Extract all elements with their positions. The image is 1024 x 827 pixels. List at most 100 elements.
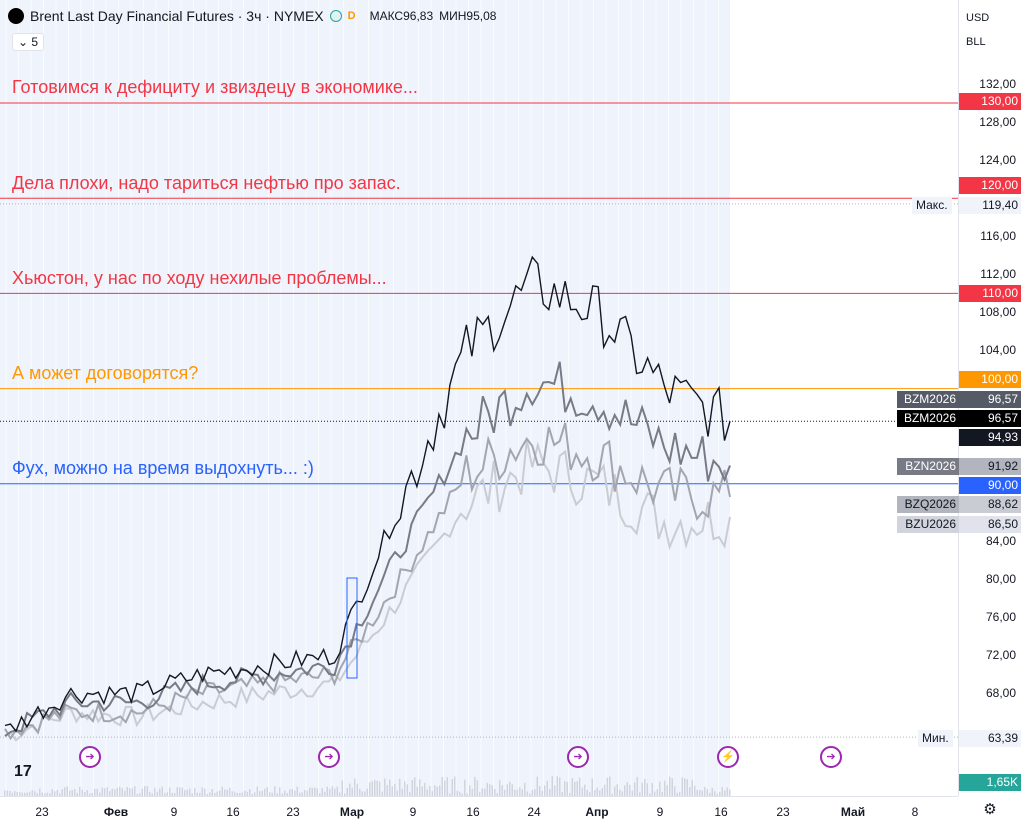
- volume-bar: [86, 790, 88, 796]
- volume-bar: [721, 787, 723, 796]
- volume-bar: [239, 793, 241, 796]
- price-tick: 104,00: [979, 343, 1016, 357]
- volume-bar: [566, 781, 568, 796]
- volume-bar: [276, 793, 278, 796]
- volume-bar: [609, 776, 611, 796]
- volume-bar: [134, 786, 136, 796]
- series-tag-bzn-name: BZN2026: [897, 458, 959, 475]
- volume-bar: [319, 793, 321, 796]
- volume-bar: [466, 793, 468, 796]
- market-status-icon[interactable]: [329, 10, 342, 22]
- volume-bar: [9, 790, 11, 796]
- volume-bar: [74, 788, 76, 796]
- volume-bar: [121, 788, 123, 796]
- volume-bar: [669, 776, 671, 796]
- volume-bar: [351, 787, 353, 796]
- volume-bar: [436, 786, 438, 796]
- volume-bar: [681, 777, 683, 796]
- volume-bar: [664, 780, 666, 796]
- min-price-tag: 63,39: [959, 730, 1021, 747]
- volume-bar: [559, 777, 561, 796]
- volume-bar: [434, 785, 436, 796]
- level-price-tag-120[interactable]: 120,00: [959, 177, 1021, 194]
- volume-bar: [296, 786, 298, 796]
- volume-bar: [174, 793, 176, 796]
- volume-bar: [519, 787, 521, 796]
- volume-bar: [426, 789, 428, 796]
- volume-bar: [461, 793, 463, 796]
- volume-bar: [209, 792, 211, 796]
- level-price-tag-110[interactable]: 110,00: [959, 285, 1021, 302]
- volume-bar: [379, 781, 381, 796]
- volume-bar: [431, 790, 433, 796]
- volume-bar: [601, 788, 603, 796]
- level-label-120[interactable]: Дела плохи, надо тариться нефтью про зап…: [12, 173, 401, 193]
- volume-bar: [106, 787, 108, 796]
- volume-bar: [576, 780, 578, 796]
- volume-bar: [614, 786, 616, 796]
- chart-area[interactable]: Brent Last Day Financial Futures · 3ч · …: [0, 0, 958, 796]
- volume-bar: [216, 791, 218, 796]
- event-icon[interactable]: ➔: [820, 746, 842, 768]
- volume-bar: [439, 785, 441, 796]
- delay-badge[interactable]: D: [347, 10, 356, 22]
- time-axis[interactable]: 23 Фев 9 16 23 Мар 9 16 24 Апр 9 16 23 Май 8: [0, 796, 958, 827]
- volume-bar: [356, 783, 358, 796]
- event-icon[interactable]: ⚡: [717, 746, 739, 768]
- volume-bar: [214, 793, 216, 796]
- event-icon[interactable]: ➔: [79, 746, 101, 768]
- series-tag-bzq-value: 88,62: [959, 496, 1021, 513]
- volume-bar: [521, 789, 523, 796]
- volume-bar: [361, 791, 363, 796]
- settings-icon[interactable]: ⚙: [983, 801, 997, 818]
- volume-bar: [474, 776, 476, 796]
- volume-bar: [246, 791, 248, 796]
- price-tick: 132,00: [979, 77, 1016, 91]
- volume-bar: [281, 793, 283, 796]
- series-line: [4, 255, 731, 733]
- volume-bar: [236, 793, 238, 796]
- volume-bar: [409, 792, 411, 796]
- volume-bar: [369, 782, 371, 796]
- event-icon[interactable]: ➔: [318, 746, 340, 768]
- volume-bar: [701, 790, 703, 796]
- volume-bar: [366, 788, 368, 796]
- tradingview-logo-icon[interactable]: 17: [14, 763, 32, 780]
- price-tick: 76,00: [985, 610, 1016, 624]
- volume-bar: [21, 792, 23, 796]
- event-icon[interactable]: ➔: [567, 746, 589, 768]
- volume-bar: [24, 792, 26, 796]
- price-chart[interactable]: [0, 0, 958, 796]
- time-tick: 24: [527, 805, 541, 819]
- volume-bar: [509, 781, 511, 796]
- level-price-tag-130[interactable]: 130,00: [959, 93, 1021, 110]
- indicators-toggle-button[interactable]: ⌄ 5: [12, 33, 45, 51]
- time-tick: 9: [170, 805, 178, 819]
- level-label-90[interactable]: Фух, можно на время выдохнуть... :): [12, 458, 314, 478]
- currency-selector[interactable]: USD: [966, 12, 990, 24]
- volume-bar: [449, 793, 451, 796]
- unit-selector[interactable]: BLL: [966, 36, 986, 48]
- symbol-title[interactable]: Brent Last Day Financial Futures · 3ч · …: [30, 8, 324, 24]
- level-price-tag-90[interactable]: 90,00: [959, 477, 1021, 494]
- volume-bar: [709, 792, 711, 796]
- volume-bar: [234, 791, 236, 796]
- volume-bar: [706, 789, 708, 796]
- volume-bar: [446, 777, 448, 796]
- volume-bar: [416, 786, 418, 796]
- volume-bar: [321, 788, 323, 796]
- level-label-100[interactable]: А может договорятся?: [12, 363, 199, 383]
- volume-bar: [499, 780, 501, 796]
- volume-bar: [714, 791, 716, 796]
- volume-bar: [96, 788, 98, 796]
- volume-bar: [571, 778, 573, 796]
- level-price-tag-100[interactable]: 100,00: [959, 371, 1021, 388]
- volume-bar: [396, 790, 398, 796]
- volume-bar: [66, 786, 68, 796]
- min-marker-label: Мин.: [918, 730, 953, 747]
- level-label-130[interactable]: Готовимся к дефициту и звиздецу в эконом…: [12, 77, 418, 97]
- volume-bar: [104, 788, 106, 796]
- volume-bar: [189, 788, 191, 796]
- level-label-110[interactable]: Хьюстон, у нас по ходу нехилые проблемы.…: [12, 268, 387, 288]
- price-tick: 72,00: [985, 648, 1016, 662]
